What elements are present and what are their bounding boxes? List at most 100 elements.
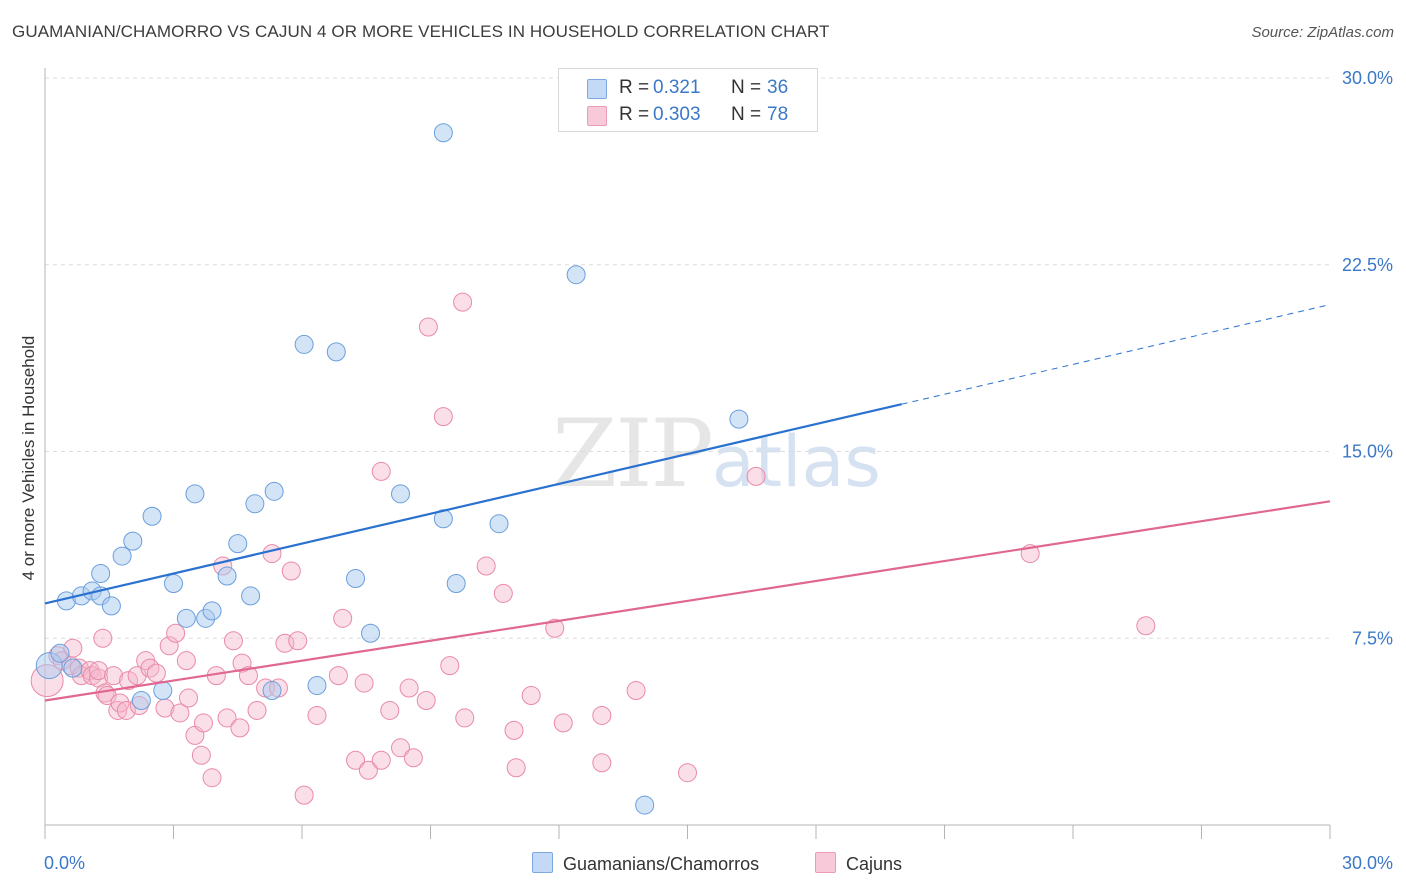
- cajun-point: [440, 656, 460, 676]
- cajun-point: [1136, 616, 1156, 636]
- cajun-point: [232, 653, 252, 673]
- legend-label-guamanians: Guamanians/Chamorros: [563, 854, 760, 874]
- cajun-point: [418, 317, 438, 337]
- guamanian-point: [185, 484, 205, 504]
- legend-n-value: 78: [767, 104, 789, 125]
- cajun-point: [592, 705, 612, 725]
- guamanian-point: [729, 409, 749, 429]
- cajun-point: [176, 651, 196, 671]
- cajun-point: [746, 466, 766, 486]
- cajun-point: [545, 618, 565, 638]
- cajun-point: [371, 461, 391, 481]
- cajun-point: [346, 750, 366, 770]
- legend-item-guamanians: Guamanians/Chamorros: [532, 852, 759, 875]
- cajun-point: [354, 673, 374, 693]
- y-tick-label: 7.5%: [1352, 628, 1393, 648]
- guamanian-point: [228, 534, 248, 554]
- guamanian-point: [123, 531, 143, 551]
- cajun-point: [116, 700, 136, 720]
- cajun-point: [476, 556, 496, 576]
- cajun-point: [193, 713, 213, 733]
- cajun-point: [521, 686, 541, 706]
- legend-swatch-pink: [587, 106, 607, 126]
- guamanian-point: [63, 658, 83, 678]
- y-tick-label: 30.0%: [1342, 68, 1393, 88]
- legend-r-value: 0.321: [653, 77, 701, 98]
- cajun-point: [294, 785, 314, 805]
- guamanian-point: [176, 608, 196, 628]
- cajun-point: [678, 763, 697, 783]
- cajun-point: [371, 750, 391, 770]
- guamanian-point: [326, 342, 346, 362]
- correlation-legend: R = 0.321 N = 36 R = 0.303 N = 78: [558, 68, 818, 132]
- cajun-point: [230, 718, 250, 738]
- guamanian-point: [294, 334, 314, 354]
- cajun-point: [110, 693, 130, 713]
- watermark: ZIPatlas: [552, 400, 881, 509]
- cajun-point: [166, 623, 186, 643]
- cajun-point: [358, 760, 378, 780]
- guamanian-point: [164, 573, 183, 593]
- y-tick-label: 22.5%: [1342, 255, 1393, 275]
- cajun-point: [262, 544, 282, 564]
- guamanian-point: [131, 691, 151, 710]
- x-tick-label-end: 30.0%: [1342, 853, 1393, 873]
- guamanian-point: [489, 514, 509, 534]
- cajun-point: [191, 745, 211, 765]
- cajun-point: [455, 708, 475, 728]
- cajun-point: [391, 738, 411, 758]
- grid-lines: [45, 77, 1330, 639]
- cajun-point: [506, 758, 526, 778]
- cajun-point: [504, 720, 524, 740]
- cajun-point: [416, 691, 436, 710]
- legend-n-label: N =: [731, 77, 762, 98]
- legend-r-label: R =: [619, 77, 650, 98]
- cajun-point: [333, 608, 353, 628]
- guamanian-point: [433, 123, 453, 143]
- guamanian-point: [446, 573, 466, 593]
- cajun-point: [238, 666, 258, 686]
- legend-n-label: N =: [731, 104, 762, 125]
- legend-item-cajuns: Cajuns: [815, 852, 902, 875]
- guamanian-trend-extension: [901, 304, 1331, 405]
- guamanian-point: [635, 795, 655, 815]
- cajun-point: [288, 631, 308, 651]
- cajun-point: [626, 681, 646, 701]
- cajun-point: [93, 628, 113, 648]
- cajun-point: [202, 768, 222, 788]
- guamanians-points: [35, 123, 749, 815]
- cajun-point: [247, 700, 267, 720]
- cajun-point: [553, 713, 573, 733]
- guamanian-point: [245, 494, 265, 514]
- cajun-point: [493, 583, 513, 603]
- cajuns-points: [30, 70, 1156, 805]
- cajun-point: [140, 658, 160, 678]
- cajun-point: [380, 700, 400, 720]
- guamanian-point: [566, 265, 586, 285]
- cajun-point: [89, 661, 109, 681]
- guamanian-point: [241, 586, 261, 606]
- source-label: Source: ZipAtlas.com: [1251, 24, 1394, 41]
- legend-swatch-blue: [587, 79, 607, 99]
- guamanian-point: [142, 506, 162, 526]
- cajun-point: [433, 407, 453, 427]
- legend-label-cajuns: Cajuns: [846, 854, 903, 874]
- cajun-point: [146, 663, 166, 683]
- cajun-point: [178, 688, 198, 708]
- guamanian-point: [307, 676, 327, 696]
- tick-labels: 7.5% 15.0% 22.5% 30.0% 0.0% 30.0%: [44, 68, 1393, 873]
- cajun-point: [592, 753, 612, 773]
- guamanian-point: [91, 564, 111, 584]
- axes: [44, 68, 1331, 839]
- guamanian-point: [112, 546, 132, 566]
- cajun-point: [223, 631, 243, 651]
- guamanian-point: [217, 566, 237, 586]
- cajun-point: [403, 748, 423, 768]
- guamanian-point: [50, 643, 70, 663]
- x-tick-label-start: 0.0%: [44, 853, 85, 873]
- cajun-point: [453, 292, 473, 312]
- cajun-point: [217, 708, 237, 728]
- swatch-blue: [532, 852, 553, 873]
- legend-row-cajuns: R = 0.303 N = 78: [559, 102, 817, 128]
